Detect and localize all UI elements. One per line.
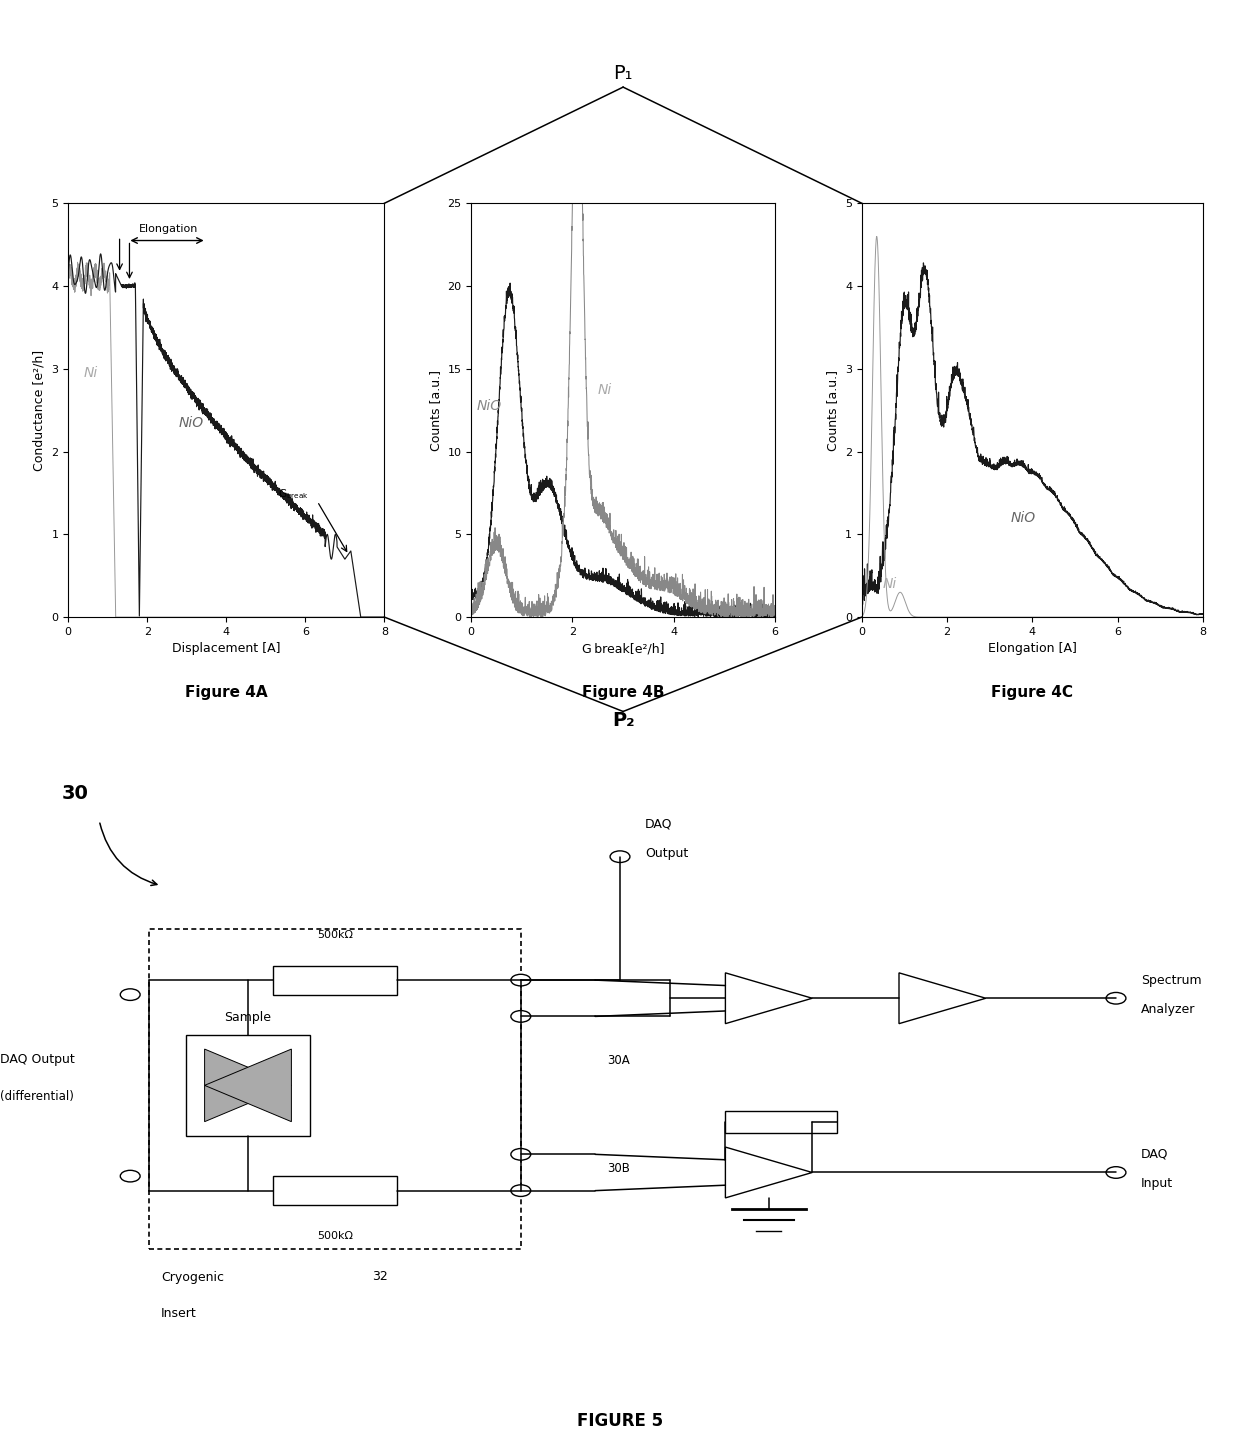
Text: Ni: Ni: [883, 576, 898, 591]
Polygon shape: [205, 1048, 291, 1121]
Text: P₁: P₁: [614, 64, 632, 83]
Y-axis label: Conductance [e²/h]: Conductance [e²/h]: [32, 350, 46, 470]
X-axis label: Displacement [A]: Displacement [A]: [172, 642, 280, 655]
Text: 30B: 30B: [608, 1163, 630, 1176]
Text: 30A: 30A: [608, 1054, 630, 1067]
Bar: [273, 966, 397, 995]
Text: Ni: Ni: [598, 383, 613, 396]
Text: NiO: NiO: [476, 399, 501, 414]
Text: Output: Output: [645, 847, 688, 860]
Text: NiO: NiO: [179, 415, 205, 430]
Text: P₂: P₂: [611, 711, 635, 730]
Bar: [273, 1176, 397, 1205]
Bar: [149, 929, 521, 1249]
Text: DAQ: DAQ: [645, 817, 672, 831]
Text: Ni: Ni: [84, 366, 98, 380]
Circle shape: [610, 851, 630, 862]
Text: Spectrum: Spectrum: [1141, 974, 1202, 987]
Text: Sample: Sample: [224, 1011, 272, 1024]
Bar: [725, 1111, 837, 1133]
Bar: [186, 1034, 310, 1135]
Circle shape: [1106, 993, 1126, 1005]
Circle shape: [120, 989, 140, 1000]
Text: DAQ: DAQ: [1141, 1149, 1168, 1162]
Text: Cryogenic: Cryogenic: [161, 1270, 224, 1284]
Circle shape: [511, 974, 531, 986]
Text: 500kΩ: 500kΩ: [316, 1231, 353, 1240]
Circle shape: [120, 1170, 140, 1182]
Polygon shape: [899, 973, 986, 1024]
Y-axis label: Counts [a.u.]: Counts [a.u.]: [826, 370, 839, 450]
Text: FIGURE 5: FIGURE 5: [577, 1413, 663, 1430]
Text: Figure 4B: Figure 4B: [582, 685, 665, 700]
Circle shape: [1106, 1167, 1126, 1179]
Circle shape: [511, 1149, 531, 1160]
Text: NiO: NiO: [1011, 511, 1037, 526]
Text: Input: Input: [1141, 1178, 1173, 1191]
Text: Figure 4C: Figure 4C: [991, 685, 1074, 700]
Polygon shape: [725, 973, 812, 1024]
Text: Analyzer: Analyzer: [1141, 1003, 1195, 1016]
Text: DAQ Output: DAQ Output: [0, 1054, 74, 1066]
Y-axis label: Counts [a.u.]: Counts [a.u.]: [429, 370, 441, 450]
Text: Insert: Insert: [161, 1307, 197, 1320]
X-axis label: Elongation [A]: Elongation [A]: [988, 642, 1076, 655]
Circle shape: [511, 1185, 531, 1196]
Text: 500kΩ: 500kΩ: [316, 931, 353, 941]
Text: (differential): (differential): [0, 1090, 74, 1102]
X-axis label: G break[e²/h]: G break[e²/h]: [582, 642, 665, 655]
Polygon shape: [205, 1048, 291, 1121]
Text: Elongation: Elongation: [139, 224, 198, 234]
Text: 32: 32: [372, 1270, 388, 1284]
Text: 30: 30: [62, 784, 89, 803]
Text: G$_{\rm break}$: G$_{\rm break}$: [278, 486, 309, 501]
Circle shape: [511, 1011, 531, 1022]
Text: Figure 4A: Figure 4A: [185, 685, 268, 700]
Polygon shape: [725, 1147, 812, 1198]
